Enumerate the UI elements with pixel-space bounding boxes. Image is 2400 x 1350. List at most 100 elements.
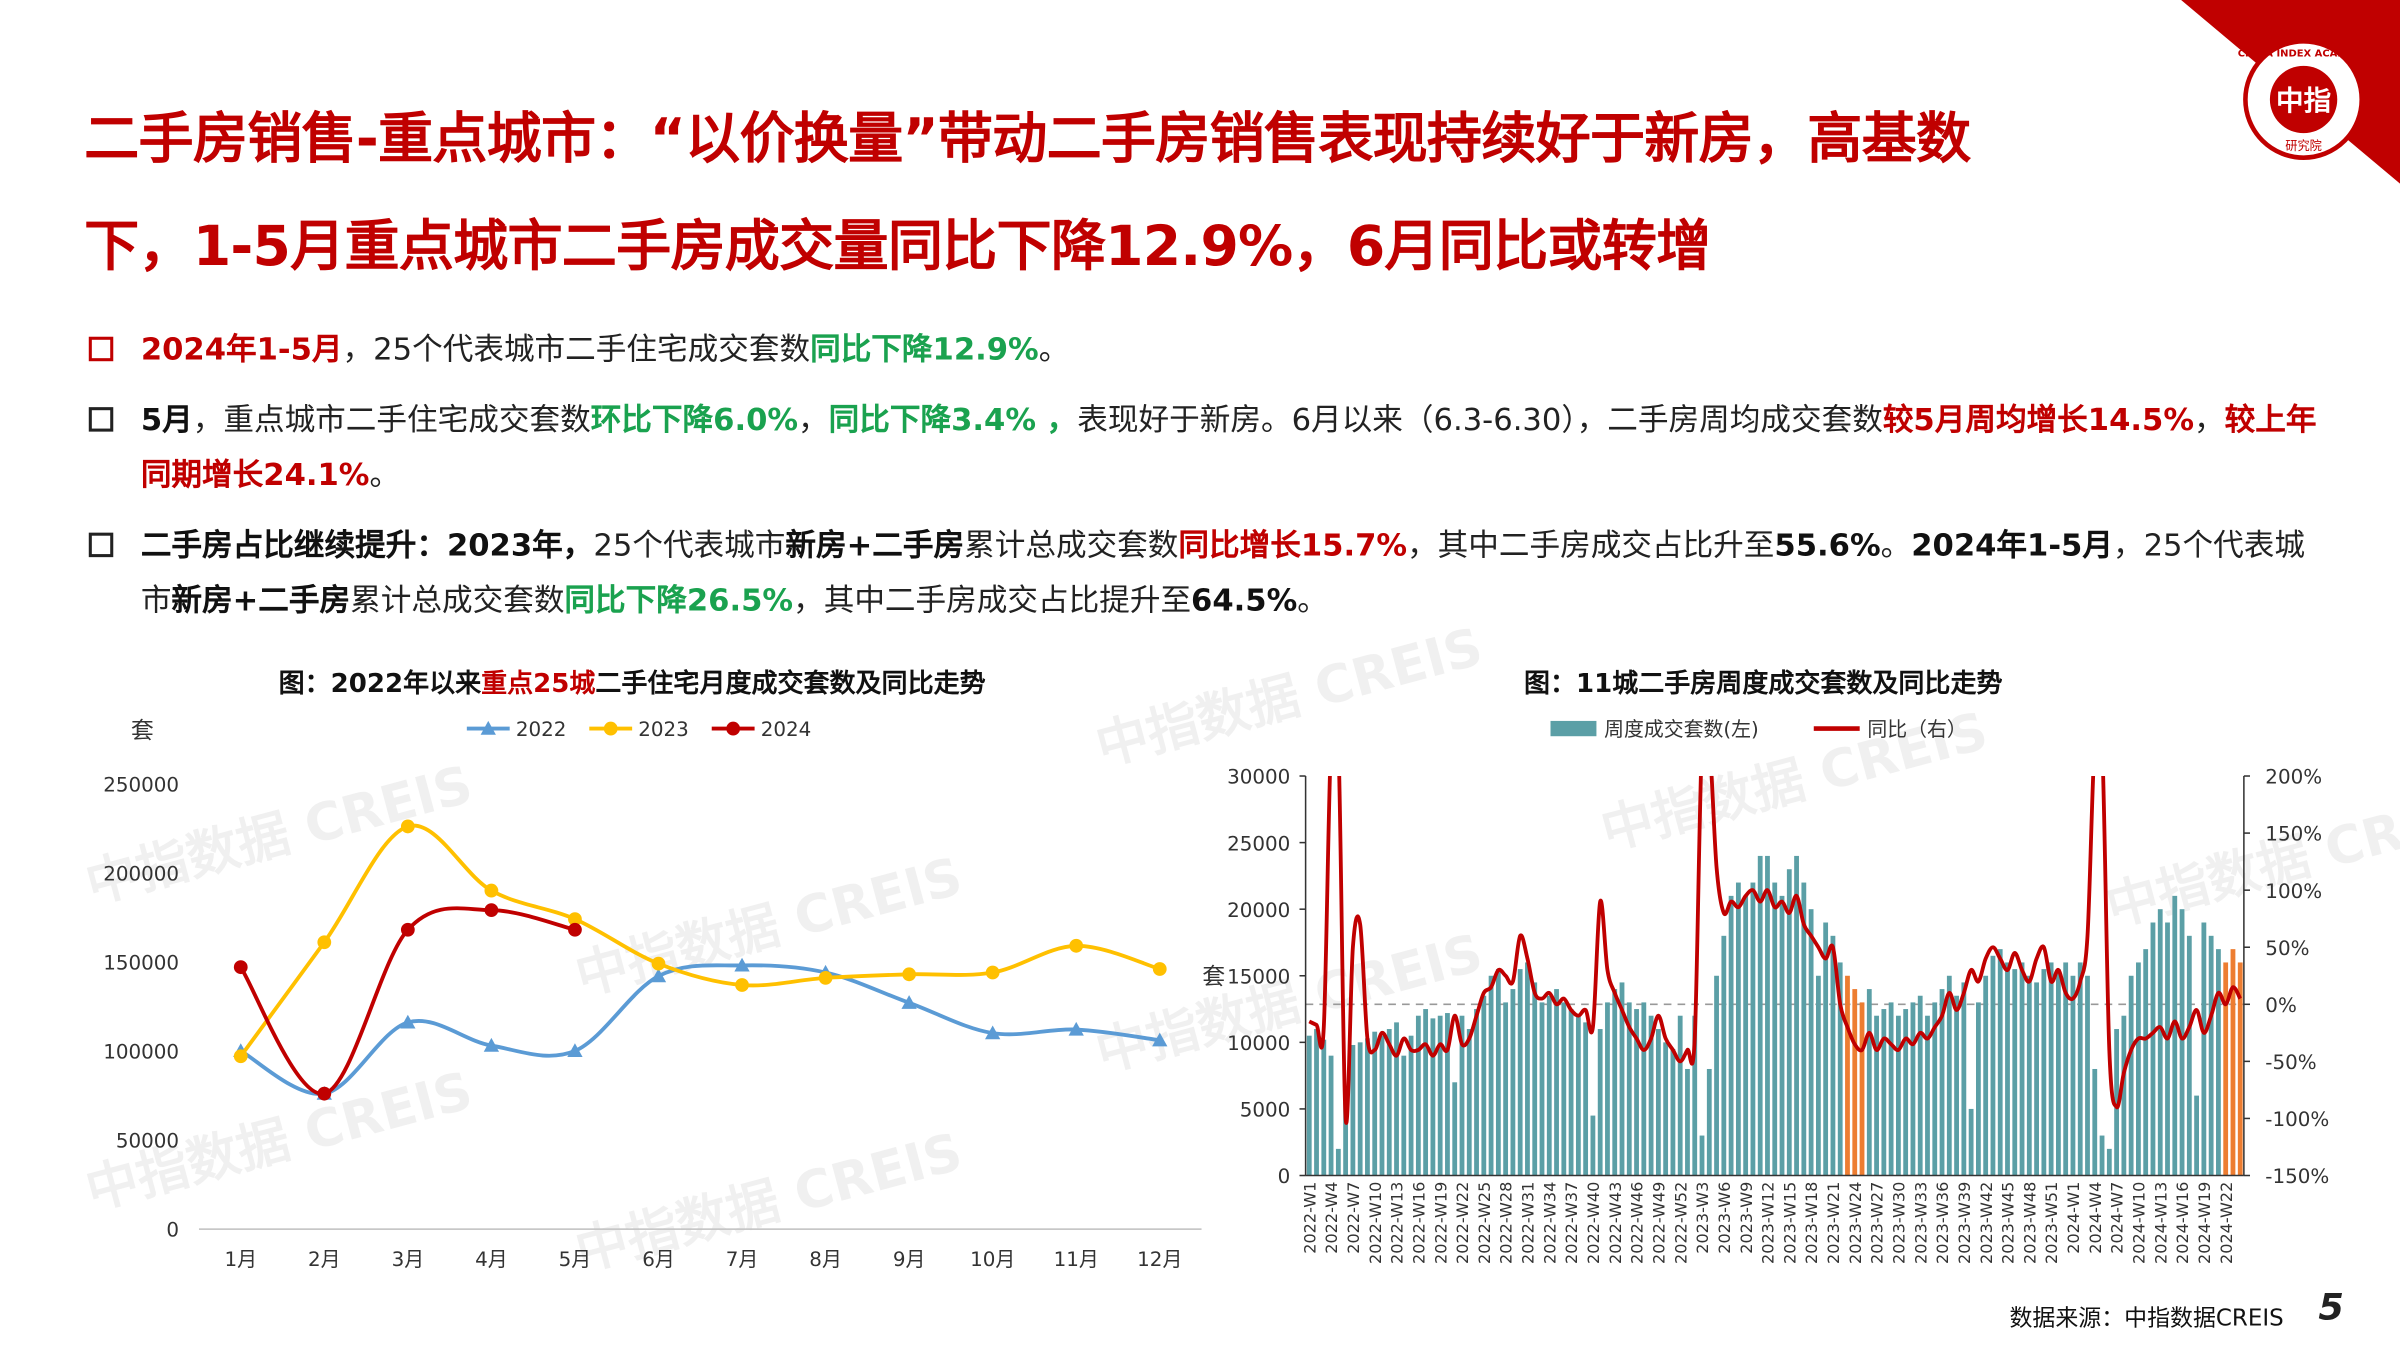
legend-marker (726, 721, 741, 736)
y-tick-label: 50000 (116, 1130, 179, 1153)
bar (1561, 1002, 1567, 1176)
chart-title: 图：11城二手房周度成交套数及同比走势 (1524, 668, 2002, 699)
bar (2216, 949, 2221, 1176)
bullet-text: 5月 (140, 401, 193, 438)
bullet-text: 。 (1038, 330, 1070, 368)
bar (1946, 975, 1952, 1176)
bar (2019, 962, 2025, 1176)
page-number: 5 (2318, 1285, 2344, 1328)
bar (1314, 1029, 1319, 1176)
bar (1554, 989, 1559, 1176)
bar (2034, 982, 2039, 1176)
x-tick-label: 2024-W16 (2173, 1182, 2192, 1264)
bar (1655, 1029, 1661, 1176)
x-tick-label: 2022-W16 (1409, 1182, 1428, 1264)
bar (1335, 1148, 1341, 1176)
chart-title-part: 图：11城二手房周度成交套数及同比走势 (1524, 668, 2002, 699)
bar (2114, 1029, 2119, 1176)
y2-tick-label: 100% (2265, 880, 2322, 903)
bar (1859, 1002, 1865, 1176)
bar (1590, 1115, 1596, 1176)
bar (1895, 1015, 1901, 1176)
x-tick-label: 2023-W27 (1868, 1182, 1887, 1264)
bar (1961, 982, 1967, 1176)
bullet-text: 二手房占比继续提升：2023年， (140, 526, 594, 564)
x-tick-label: 2023-W12 (1759, 1182, 1778, 1264)
watermark: 中指数据 CREIS (1090, 923, 1489, 1084)
bar (1786, 869, 1792, 1176)
bar (1619, 982, 1625, 1176)
bar (2077, 962, 2083, 1176)
x-tick-label: 2022-W52 (1671, 1182, 1690, 1264)
bar (1837, 962, 1843, 1176)
x-tick-label: 2月 (308, 1248, 341, 1271)
bar (1626, 1002, 1632, 1176)
x-tick-label: 2024-W1 (2064, 1182, 2083, 1254)
bar (1801, 882, 1807, 1176)
x-tick-label: 11月 (1054, 1248, 1099, 1271)
bar (1495, 969, 1501, 1176)
bar (1815, 975, 1821, 1176)
bar (2179, 909, 2185, 1176)
y-axis-label: 套 (131, 718, 154, 744)
x-tick-label: 2022-W4 (1322, 1182, 1341, 1254)
bar (1765, 855, 1770, 1176)
bar (1983, 975, 1989, 1176)
x-tick-label: 2023-W51 (2042, 1182, 2061, 1264)
bar (1328, 1055, 1334, 1176)
bar (1932, 1002, 1938, 1176)
bar (1670, 1049, 1676, 1176)
x-tick-label: 2022-W28 (1497, 1182, 1516, 1264)
bar (1808, 909, 1814, 1176)
x-tick-label: 4月 (475, 1248, 508, 1271)
marker (902, 967, 917, 982)
bar (1903, 1009, 1909, 1176)
bar (2186, 935, 2192, 1176)
y-axis-label: 套 (1202, 964, 1225, 990)
watermark: 中指数据 CREIS (2100, 778, 2400, 939)
marker (400, 819, 415, 834)
bar (1648, 1015, 1654, 1176)
bar (1568, 1009, 1574, 1176)
bullet-text: 2024年1-5月 (140, 330, 343, 368)
bar (1917, 995, 1923, 1176)
bar (1474, 1009, 1479, 1176)
bar (1975, 1002, 1981, 1176)
x-tick-label: 2023-W39 (1955, 1182, 1974, 1264)
x-tick-label: 2022-W43 (1606, 1182, 1625, 1264)
y2-tick-label: -50% (2265, 1051, 2316, 1074)
legend-label: 2024 (761, 718, 812, 741)
marker (651, 956, 666, 971)
bar (1372, 1031, 1378, 1176)
x-tick-label: 2024-W7 (2108, 1182, 2127, 1254)
x-tick-label: 2022-W46 (1628, 1182, 1647, 1264)
bar (2230, 949, 2236, 1176)
x-tick-label: 2023-W48 (2020, 1182, 2039, 1264)
bar (1663, 1042, 1669, 1176)
marker (567, 1043, 583, 1058)
bar (1721, 935, 1727, 1176)
bar (2099, 1135, 2105, 1176)
marker (484, 903, 499, 918)
x-tick-label: 2023-W36 (1933, 1182, 1952, 1264)
line (1308, 776, 2242, 1125)
bar (1605, 1002, 1610, 1176)
bar (2223, 962, 2229, 1176)
bar (1968, 1108, 1974, 1176)
bullet-text: 。 (369, 456, 401, 493)
bar (1517, 969, 1523, 1176)
marker (734, 957, 750, 972)
bullet: 5月，重点城市二手住宅成交套数环比下降6.0%，同比下降3.4% ，表现好于新房… (88, 392, 2330, 502)
bar (2012, 969, 2018, 1176)
x-tick-label: 2022-W10 (1366, 1182, 1385, 1264)
bullet-text: ，25个代表城市二手住宅成交套数 (342, 330, 811, 368)
marker (400, 922, 415, 937)
bar (1445, 1013, 1450, 1176)
legend-marker (603, 721, 618, 736)
y-tick-label: 200000 (103, 862, 179, 885)
legend-label: 周度成交套数(左) (1604, 718, 1759, 741)
bar (1612, 989, 1618, 1176)
bar (1634, 1009, 1639, 1176)
bar (1306, 1035, 1312, 1176)
x-tick-label: 2023-W15 (1780, 1182, 1799, 1264)
